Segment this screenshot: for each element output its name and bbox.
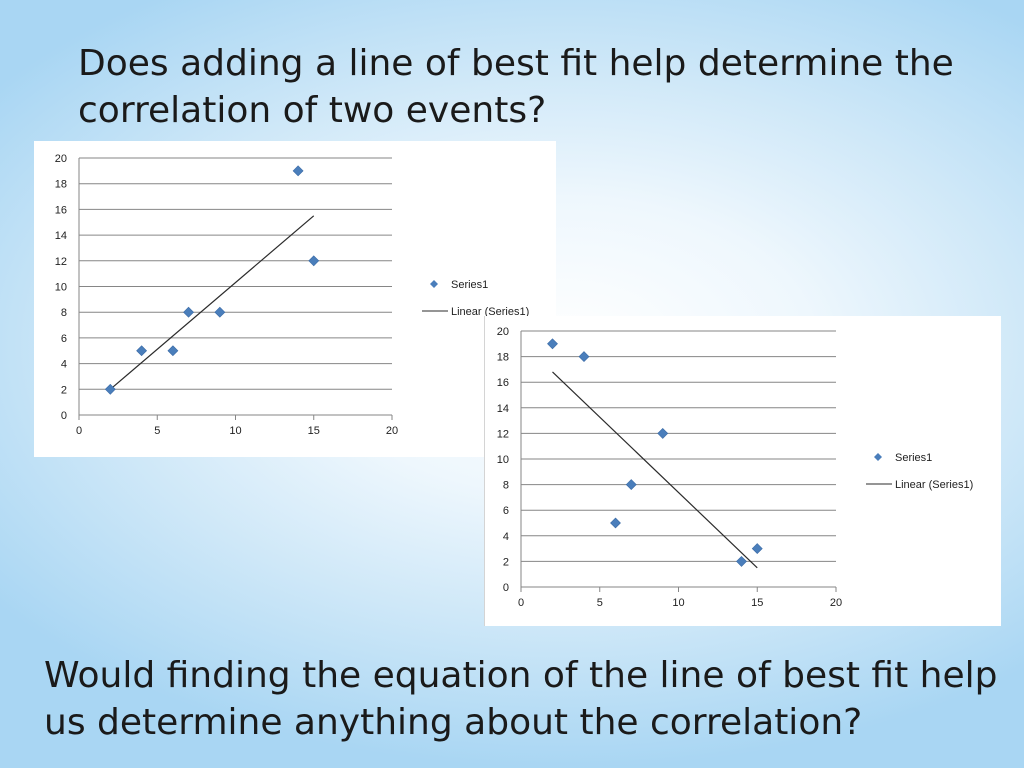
data-point [547,338,558,350]
x-tick-label: 10 [672,597,684,609]
slide-title: Does adding a line of best fit help dete… [78,43,954,131]
x-tick-label: 10 [229,425,241,437]
y-tick-label: 20 [55,153,67,165]
legend-trendline-label: Linear (Series1) [895,479,973,491]
chart-1-svg: 0 2 4 6 8 10 12 14 16 18 20 0 5 10 15 20 Series1 Linear (… [55,153,530,437]
data-point [292,165,304,177]
data-point [167,345,179,357]
y-tick-label: 8 [61,307,67,319]
y-tick-label: 20 [497,326,509,338]
y-tick-label: 6 [503,505,509,517]
x-tick-label: 20 [386,425,398,437]
legend-trendline-label: Linear (Series1) [451,306,529,318]
y-tick-label: 8 [503,480,509,492]
data-point [104,383,116,395]
y-tick-label: 2 [61,384,67,396]
legend-series-marker [874,453,882,461]
y-tick-label: 10 [55,282,67,294]
x-tick-label: 5 [597,597,603,609]
y-tick-label: 16 [55,204,67,216]
scatter-chart-negative: 0 2 4 6 8 10 12 14 16 18 20 0 5 10 15 20 Series1 Linear (… [484,316,1001,626]
y-tick-label: 0 [61,410,67,422]
y-tick-label: 18 [497,352,509,364]
data-point [610,517,621,529]
y-tick-label: 4 [503,531,509,543]
legend-series-label: Series1 [895,452,932,464]
x-tick-label: 0 [518,597,524,609]
x-tick-label: 20 [830,597,842,609]
scatter-chart-positive: 0 2 4 6 8 10 12 14 16 18 20 0 5 10 15 20 Series1 Linear (… [34,141,556,457]
data-point [214,306,226,318]
y-tick-label: 12 [55,256,67,268]
y-tick-label: 10 [497,454,509,466]
y-tick-label: 16 [497,377,509,389]
y-tick-label: 6 [61,333,67,345]
trendline [552,371,758,569]
x-tick-label: 0 [76,425,82,437]
data-point [657,427,669,439]
x-tick-label: 15 [308,425,320,437]
data-point [625,479,637,491]
y-tick-label: 2 [503,556,509,568]
y-tick-label: 14 [497,403,509,415]
y-tick-label: 0 [503,582,509,594]
chart-2-svg: 0 2 4 6 8 10 12 14 16 18 20 0 5 10 15 20 Series1 Linear (… [497,326,974,609]
data-point [308,255,320,267]
trendline [109,215,315,390]
y-tick-label: 12 [497,428,509,440]
data-point [183,306,194,318]
data-point [751,543,763,555]
legend-series-label: Series1 [451,279,488,291]
legend-series-marker [430,280,438,288]
x-tick-label: 15 [751,597,763,609]
data-point [736,555,747,567]
x-tick-label: 5 [154,425,160,437]
slide-question: Would finding the equation of the line o… [44,655,998,743]
data-point [578,351,590,363]
data-point [136,345,148,357]
y-tick-label: 14 [55,230,67,242]
y-tick-label: 18 [55,179,67,191]
y-tick-label: 4 [61,359,67,371]
